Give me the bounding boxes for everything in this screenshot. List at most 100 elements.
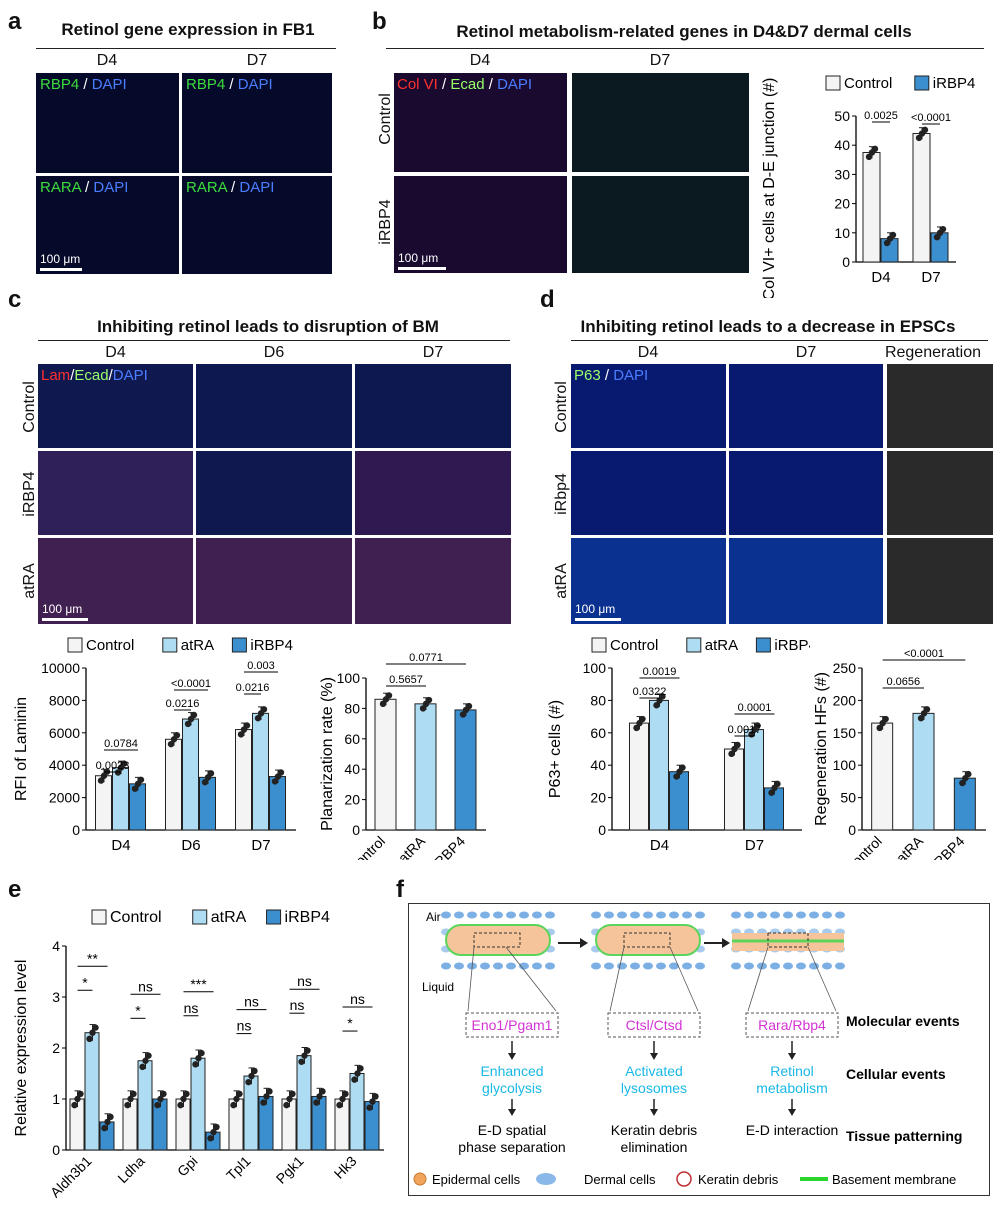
x-tick-label: Hk3 [331,1153,360,1182]
data-point [734,741,741,749]
epidermal-cyst [595,924,701,956]
data-point [145,1052,152,1059]
p-value-label: 0.0017 [728,724,762,736]
dermal-cell [506,911,516,919]
dermal-cell [770,911,780,919]
data-point [173,732,181,739]
panel-b-rule [386,48,984,49]
data-point [298,1058,305,1065]
data-point [633,724,640,732]
data-point [237,731,245,738]
bar [84,1032,100,1151]
scale-bar-label: 100 μm [575,602,616,616]
data-point [768,789,775,796]
dermal-cell [783,911,793,919]
zoom-box [623,932,671,948]
data-point [177,1101,184,1109]
data-point [139,1063,146,1071]
data-point [889,231,897,239]
x-tick-label: Pgk1 [273,1153,307,1187]
data-point [107,1113,114,1121]
panel-a-col-d4: D4 [96,52,118,69]
data-point [659,693,666,700]
dermal-cell [731,962,741,970]
data-point [157,1095,164,1103]
p-value-label: *** [190,976,207,992]
panel-label-d: d [540,286,555,313]
data-point [342,1090,349,1098]
x-tick-label: Gpi [174,1153,201,1180]
bar [95,775,112,831]
dermal-cell [731,911,741,919]
data-point [419,705,427,712]
legend-label: atRA [181,637,214,654]
panel-c-title: Inhibiting retinol leads to disruption o… [97,317,439,336]
panel-label-a: a [8,8,22,35]
data-point [71,1101,78,1109]
legend-label: Basement membrane [832,1172,956,1187]
data-point [190,711,198,719]
y-tick-label: 50 [840,790,856,806]
zoom-box [473,932,521,948]
legend-label: atRA [705,637,738,654]
tissue-event: E-D interaction [746,1122,839,1138]
epidermal-cyst [445,924,551,956]
p-value-label: * [347,1015,353,1031]
chart-b-colvi: Control iRBP4 0 10 20 30 40 50 Col VI+ cells at … [761,75,975,298]
y-tick-label: 40 [344,761,360,777]
legend-swatch [67,637,83,653]
p-value-label: 0.0771 [409,652,443,664]
legend-swatch [825,75,841,91]
p-value-label: * [135,1002,141,1018]
micrograph-d-control-d4: P63 / DAPI [571,364,726,448]
data-point [127,1095,134,1103]
legend-label: Control [110,909,162,926]
p-value-label: 0.0216 [166,698,200,710]
dermal-cell [506,962,516,970]
data-point [301,1052,308,1059]
dermal-cell [643,911,653,919]
level-label: Molecular events [846,1013,960,1029]
bar [744,729,764,831]
scale-bar-label: 100 μm [42,602,83,616]
scale-bar-label: 100 μm [398,251,439,265]
legend-dermal-icon [536,1173,556,1185]
dermal-cell [822,911,832,919]
panel-label-b: b [372,8,387,35]
dermal-cell [441,911,451,919]
bar [912,133,931,263]
micrograph-c-control-d7 [355,364,511,448]
data-point [167,740,175,748]
x-tick-label: Tpl1 [223,1153,254,1184]
zoom-line [669,946,699,1012]
dermal-cell [532,911,542,919]
data-point [372,1093,379,1100]
dermal-cell [809,911,819,919]
data-point [465,702,473,710]
dermal-cell [682,962,692,970]
liquid-label: Liquid [422,980,454,994]
micrograph-b-control-d4: Col VI / Ecad / DAPI [394,73,567,172]
x-tick-label: D4 [650,837,669,854]
p-value-label: ns [184,1000,199,1016]
micrograph-d-irbp4-d4 [571,451,726,535]
data-point [183,1090,190,1098]
y-tick-label: 0 [72,822,80,838]
y-tick-label: 80 [344,700,360,716]
data-point [369,1098,376,1105]
arrow-head [508,1109,516,1116]
data-point [939,225,947,233]
data-point [207,770,215,777]
gene-label: Rara/Rbp4 [758,1017,826,1033]
y-tick-label: 0 [598,822,606,838]
scale-bar [575,618,621,621]
dermal-cell [783,962,793,970]
panel-b-row-irbp4: iRBP4 [377,199,394,245]
bar [199,776,216,831]
chart-c-rfi: Control atRA iRBP4 0 2000 4000 6000 8000 10000 RF… [13,637,296,854]
data-point [243,722,251,729]
data-point [233,1095,240,1103]
y-tick-label: 100 [583,660,607,676]
panel-d-row-control: Control [553,381,570,433]
dermal-cell [441,962,451,970]
